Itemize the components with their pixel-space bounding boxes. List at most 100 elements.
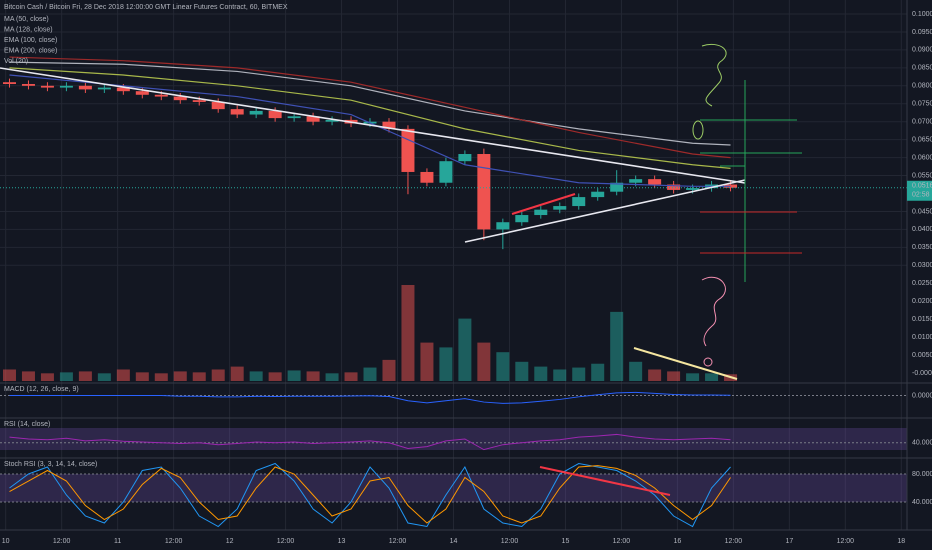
y-tick-label: -0.0000 <box>912 370 932 377</box>
trendline <box>539 466 671 496</box>
price-label: 0.0516 <box>912 183 932 190</box>
sketch <box>703 357 713 367</box>
volume-bar <box>40 373 54 381</box>
volume-bar <box>268 372 282 381</box>
candle-body <box>287 116 301 119</box>
candle-body <box>78 85 92 90</box>
volume-bar <box>629 361 643 381</box>
x-tick-label: 14 <box>450 538 458 545</box>
ma-line <box>9 61 731 146</box>
y-tick-label: 0.0400 <box>912 226 932 233</box>
volume-bar <box>97 373 111 381</box>
legend-entry: Vol (20) <box>4 58 28 65</box>
y-tick-label: 0.0050 <box>912 352 932 359</box>
candle-body <box>40 85 54 88</box>
candle-body <box>553 206 567 210</box>
volume-bar <box>173 371 187 381</box>
y-tick-label: 0.0250 <box>912 280 932 287</box>
indicator-line <box>9 462 731 528</box>
volume-bar <box>496 352 510 381</box>
price-badge <box>907 180 932 201</box>
ma-line <box>9 67 731 169</box>
volume-bar <box>458 318 472 381</box>
volume-bar <box>439 347 453 381</box>
volume-bar <box>249 371 263 381</box>
y-tick-label: 0.0300 <box>912 262 932 269</box>
volume-bar <box>78 371 92 381</box>
trendline <box>511 193 576 215</box>
volume-bar <box>401 285 415 381</box>
y-tick-label: 0.0600 <box>912 154 932 161</box>
candle-body <box>211 101 225 110</box>
volume-bar <box>230 366 244 381</box>
x-tick-label: 15 <box>562 538 570 545</box>
trendline <box>633 347 738 380</box>
pane-tick-label: 80.0000 <box>912 471 932 478</box>
volume-bar <box>192 372 206 381</box>
marks <box>0 56 907 528</box>
legend-entry: EMA (200, close) <box>4 47 57 54</box>
candle-body <box>629 179 643 183</box>
indicator-line <box>9 433 731 451</box>
pane-title: Stoch RSI (3, 3, 14, 14, close) <box>4 461 97 468</box>
volume-bar <box>420 342 434 381</box>
volume-bar <box>572 367 586 381</box>
volume-bar <box>534 366 548 381</box>
y-tick-label: 0.0700 <box>912 119 932 126</box>
pane-band <box>0 474 907 502</box>
sketch <box>692 120 704 140</box>
candle-body <box>230 109 244 115</box>
x-tick-label: 16 <box>674 538 682 545</box>
x-tick-label: 12:00 <box>725 538 743 545</box>
candle-body <box>135 91 149 95</box>
candle-body <box>97 87 111 90</box>
x-tick-label: 17 <box>785 538 793 545</box>
y-tick-label: 0.0200 <box>912 298 932 305</box>
pane-title: RSI (14, close) <box>4 421 50 428</box>
volume-bar <box>477 342 491 381</box>
volume-bar <box>705 373 719 381</box>
pane-band <box>0 428 907 450</box>
x-tick-label: 18 <box>897 538 905 545</box>
legend-entry: EMA (100, close) <box>4 37 57 44</box>
candle-body <box>268 110 282 119</box>
volume-bar <box>306 371 320 381</box>
volume-bar <box>553 369 567 381</box>
x-tick-label: 12:00 <box>389 538 407 545</box>
volume-bar <box>116 369 130 381</box>
candle-body <box>610 182 624 192</box>
volume-bar <box>59 372 73 381</box>
pane-title: MACD (12, 26, close, 9) <box>4 386 79 393</box>
candle-body <box>382 121 396 129</box>
volume-bar <box>686 373 700 381</box>
sketch <box>701 44 727 107</box>
candle-body <box>21 84 35 86</box>
price-axis <box>907 0 932 530</box>
legend-entry: MA (50, close) <box>4 16 49 23</box>
x-tick-label: 11 <box>114 538 121 545</box>
ma-line <box>9 74 731 187</box>
x-tick-label: 12:00 <box>613 538 631 545</box>
candle-body <box>325 119 339 122</box>
volume-bar <box>287 370 301 381</box>
volume-bar <box>382 359 396 381</box>
y-tick-label: 0.0750 <box>912 101 932 108</box>
y-tick-label: 0.0950 <box>912 29 932 36</box>
trendline <box>464 179 746 243</box>
volume-bar <box>610 311 624 381</box>
countdown: 02:58 <box>912 192 930 199</box>
y-tick-label: 0.0350 <box>912 244 932 251</box>
x-tick-label: 12 <box>226 538 234 545</box>
candle-body <box>591 191 605 198</box>
candle-body <box>192 100 206 102</box>
x-tick-label: 12:00 <box>165 538 183 545</box>
x-tick-label: 12:00 <box>837 538 855 545</box>
y-tick-label: 0.0900 <box>912 47 932 54</box>
volume-bar <box>325 373 339 381</box>
y-tick-label: 0.0650 <box>912 136 932 143</box>
candle-body <box>173 96 187 101</box>
